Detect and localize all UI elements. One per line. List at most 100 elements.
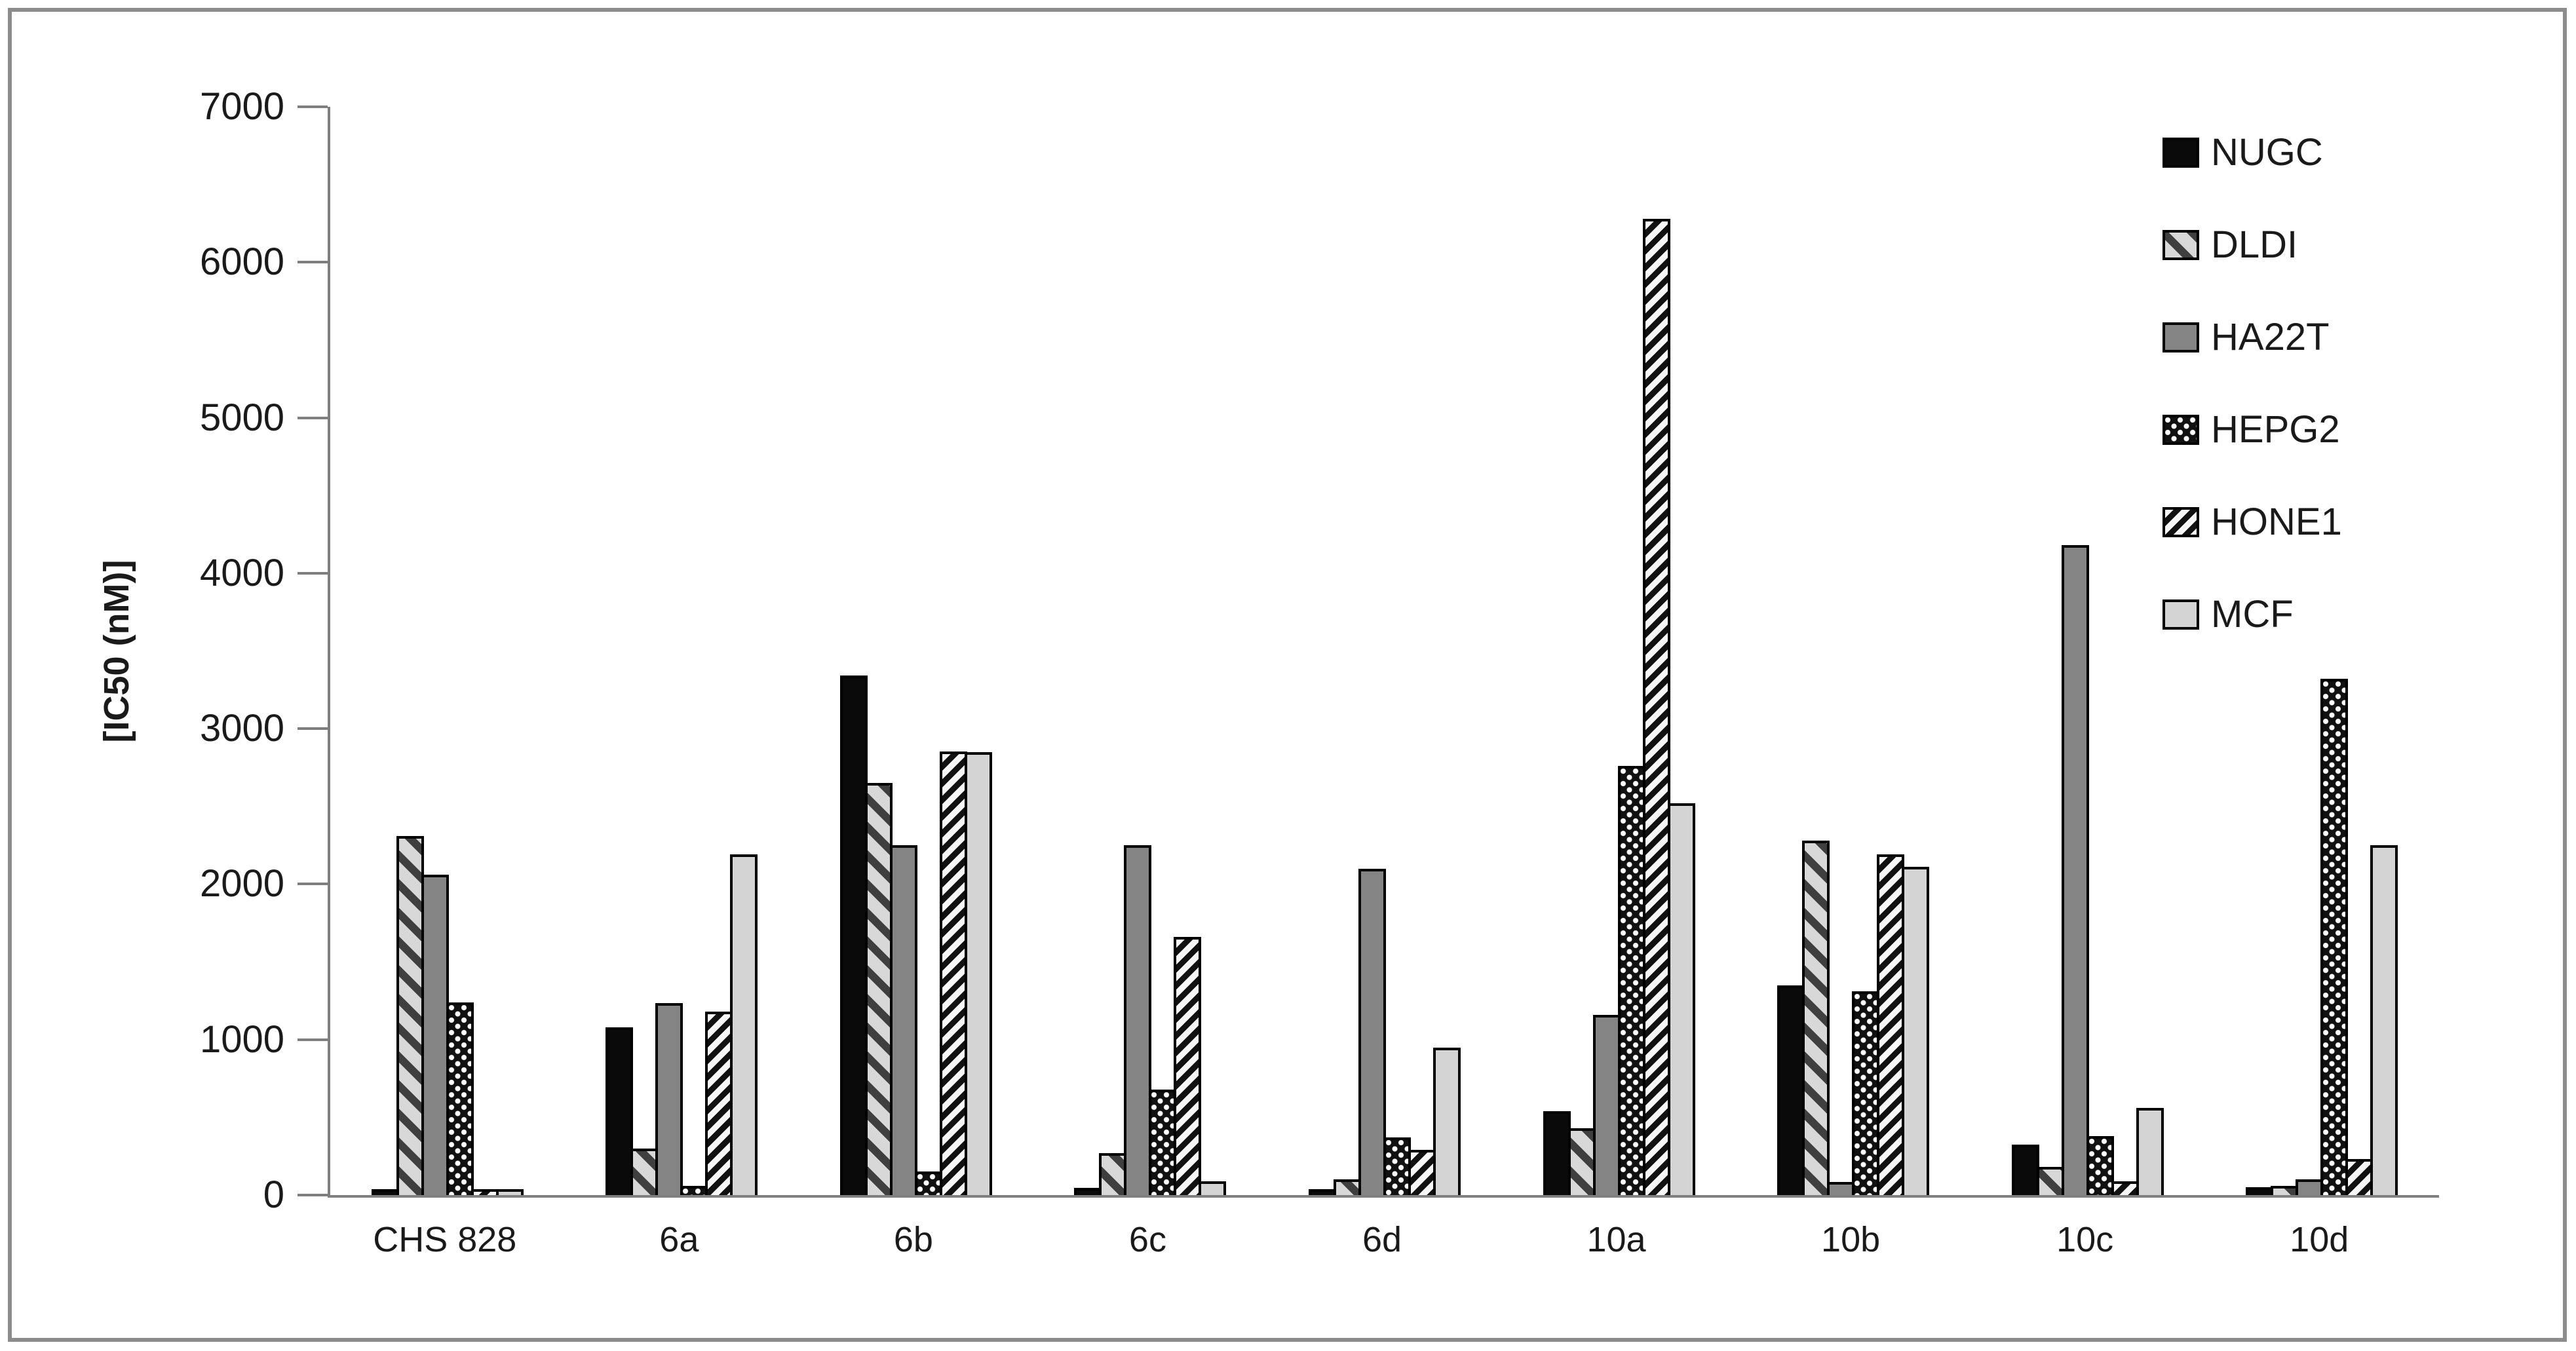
legend-item-ha22t: HA22T <box>2163 316 2342 358</box>
legend-item-hone1: HONE1 <box>2163 501 2342 543</box>
bar-ha22t-6a <box>655 1002 683 1195</box>
bar-dldi-6a <box>630 1148 659 1195</box>
y-tick-mark-3000 <box>298 727 328 731</box>
x-tick-label-6d: 6d <box>1362 1220 1402 1259</box>
bar-nugc-10d <box>2246 1187 2274 1195</box>
bar-dldi-6d <box>1334 1179 1362 1195</box>
bar-hepg2-6a <box>680 1185 708 1195</box>
bar-hepg2-10b <box>1852 991 1880 1195</box>
y-tick-label-6000: 6000 <box>199 240 284 284</box>
legend-label-ha22t: HA22T <box>2211 316 2330 358</box>
y-tick-label-7000: 7000 <box>199 85 284 128</box>
x-tick-label-6a: 6a <box>659 1220 699 1259</box>
bar-dldi-6b <box>864 783 893 1195</box>
bar-nugc-6c <box>1074 1188 1102 1195</box>
bar-hepg2-6b <box>914 1171 942 1195</box>
bar-ha22t-10a <box>1592 1014 1621 1195</box>
bar-group-6c <box>1033 107 1268 1195</box>
legend-swatch-hone1 <box>2163 507 2199 537</box>
y-tick-label-0: 0 <box>263 1173 284 1216</box>
bar-hone1-6b <box>939 751 967 1195</box>
bar-dldi-10d <box>2271 1185 2299 1195</box>
plot-area <box>328 107 2439 1198</box>
bar-group-6a <box>565 107 799 1195</box>
bar-dldi-10a <box>1567 1128 1596 1195</box>
legend-label-nugc: NUGC <box>2211 131 2323 174</box>
legend: NUGC DLDI HA22T HEPG2 HONE1 MCF <box>2163 131 2342 636</box>
bar-nugc-6a <box>606 1027 634 1195</box>
y-tick-mark-4000 <box>298 571 328 575</box>
x-tick-label-6c: 6c <box>1128 1220 1166 1259</box>
y-tick-mark-7000 <box>298 105 328 108</box>
x-tick-label-10b: 10b <box>1821 1220 1881 1259</box>
bar-group-10c <box>1970 107 2205 1195</box>
bar-hepg2-chs-828 <box>446 1002 474 1195</box>
bar-ha22t-10c <box>2061 545 2089 1195</box>
bar-group-6d <box>1267 107 1502 1195</box>
bar-hone1-6c <box>1174 937 1202 1195</box>
y-tick-label-4000: 4000 <box>199 551 284 594</box>
bar-mcf-10a <box>1667 803 1695 1195</box>
bar-dldi-6c <box>1099 1152 1127 1195</box>
bar-hone1-6a <box>705 1012 733 1195</box>
y-tick-label-1000: 1000 <box>199 1018 284 1061</box>
bar-mcf-6b <box>964 752 992 1195</box>
legend-label-mcf: MCF <box>2211 593 2294 636</box>
x-tick-label-6b: 6b <box>893 1220 933 1259</box>
bar-hone1-10c <box>2111 1181 2139 1195</box>
bar-ha22t-6b <box>889 845 917 1195</box>
bar-group-6b <box>799 107 1033 1195</box>
bar-hone1-10b <box>1877 854 1905 1195</box>
y-tick-mark-2000 <box>298 883 328 886</box>
bar-mcf-6d <box>1433 1047 1461 1195</box>
y-tick-label-5000: 5000 <box>199 396 284 439</box>
bar-group-chs-828 <box>330 107 565 1195</box>
bar-ha22t-10b <box>1827 1181 1855 1195</box>
y-tick-mark-5000 <box>298 416 328 419</box>
x-tick-label-chs-828: CHS 828 <box>373 1220 517 1259</box>
bar-nugc-chs-828 <box>371 1189 399 1195</box>
bar-dldi-10b <box>1802 841 1830 1195</box>
bar-nugc-10c <box>2011 1144 2039 1195</box>
bar-hepg2-10d <box>2320 679 2349 1195</box>
bar-hepg2-6d <box>1383 1137 1412 1195</box>
legend-swatch-dldi <box>2163 230 2199 260</box>
y-tick-label-2000: 2000 <box>199 862 284 905</box>
legend-item-hepg2: HEPG2 <box>2163 408 2342 451</box>
legend-item-dldi: DLDI <box>2163 226 2342 264</box>
bar-mcf-chs-828 <box>495 1189 524 1195</box>
bar-mcf-10b <box>1902 867 1930 1195</box>
bar-ha22t-10d <box>2296 1179 2324 1195</box>
bar-nugc-10a <box>1543 1111 1571 1195</box>
legend-item-mcf: MCF <box>2163 593 2342 636</box>
bar-hepg2-10c <box>2086 1135 2114 1195</box>
bar-nugc-6b <box>839 676 868 1195</box>
bar-dldi-chs-828 <box>396 835 424 1195</box>
y-tick-mark-6000 <box>298 261 328 264</box>
x-tick-label-10a: 10a <box>1586 1220 1646 1259</box>
bar-mcf-6c <box>1199 1181 1227 1195</box>
bar-hepg2-10a <box>1617 766 1645 1195</box>
bar-ha22t-6d <box>1358 868 1387 1195</box>
legend-swatch-hepg2 <box>2163 415 2199 445</box>
legend-label-hepg2: HEPG2 <box>2211 408 2340 451</box>
legend-label-hone1: HONE1 <box>2211 501 2342 543</box>
x-tick-label-10c: 10c <box>2056 1220 2114 1259</box>
bar-mcf-10c <box>2136 1108 2164 1195</box>
bar-group-10d <box>2205 107 2440 1195</box>
bar-ha22t-6c <box>1124 845 1152 1195</box>
bar-hepg2-6c <box>1149 1089 1177 1195</box>
bar-nugc-6d <box>1309 1189 1337 1195</box>
y-tick-mark-0 <box>298 1194 328 1196</box>
bar-hone1-chs-828 <box>471 1189 499 1195</box>
bar-mcf-10d <box>2370 845 2398 1195</box>
bar-hone1-6d <box>1408 1150 1436 1195</box>
bar-hone1-10d <box>2345 1159 2374 1195</box>
bar-group-10a <box>1502 107 1737 1195</box>
bar-dldi-10c <box>2036 1167 2064 1195</box>
legend-swatch-ha22t <box>2163 322 2199 352</box>
legend-swatch-mcf <box>2163 599 2199 630</box>
legend-swatch-nugc <box>2163 138 2199 168</box>
legend-item-nugc: NUGC <box>2163 131 2342 174</box>
